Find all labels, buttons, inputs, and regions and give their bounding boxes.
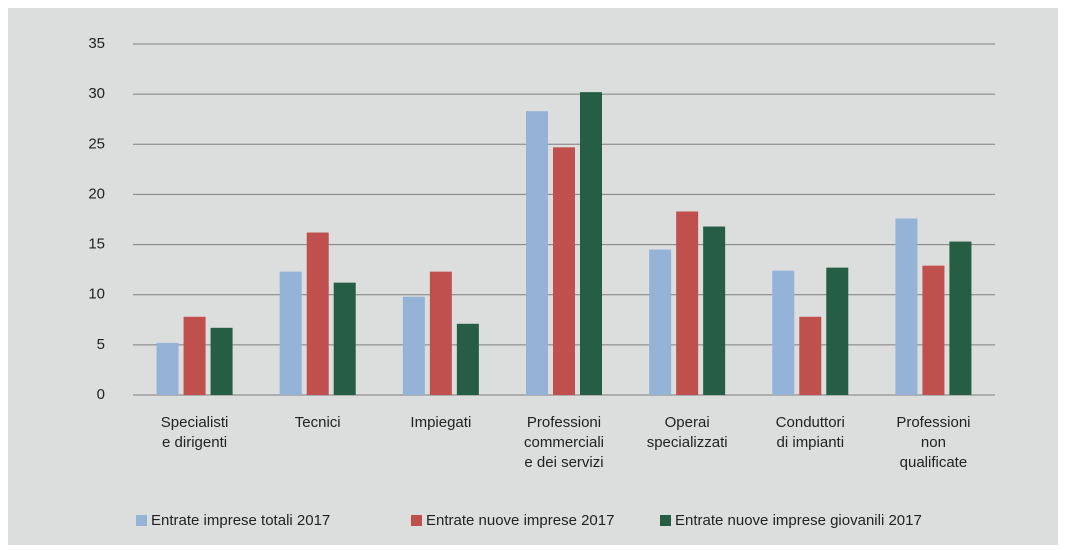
x-tick-label: Impiegati [410,414,471,431]
bar [703,226,726,395]
bar [676,211,699,395]
x-tick-label: Professioni non qualificate [896,414,970,471]
bar [649,249,672,395]
bar [429,271,452,395]
bar [306,232,329,395]
bar [183,316,206,395]
y-tick-label: 20 [88,185,105,202]
x-tick-label: Specialisti e dirigenti [161,414,229,451]
y-tick-label: 5 [97,336,105,353]
x-tick-label: Conduttori di impianti [776,414,845,451]
bar [210,327,233,395]
legend-label: Entrate imprese totali 2017 [151,512,330,529]
y-tick-label: 10 [88,286,105,303]
bar [402,296,425,395]
legend-label: Entrate nuove imprese 2017 [426,512,614,529]
bar [156,342,179,395]
bar [949,241,972,395]
bar [333,282,356,395]
x-tick-label: Operai specializzati [647,414,728,451]
y-tick-label: 25 [88,135,105,152]
bar [553,147,575,395]
bar [799,316,822,395]
bar [895,218,918,395]
legend-swatch [136,515,147,526]
bar [526,111,548,395]
legend-label: Entrate nuove imprese giovanili 2017 [675,512,922,529]
bar [772,270,795,395]
y-tick-label: 15 [88,236,105,253]
bar [922,265,945,395]
legend-swatch [411,515,422,526]
bar [580,92,602,395]
bar [456,323,479,395]
bar [279,271,302,395]
y-tick-label: 0 [97,386,105,403]
x-tick-label: Tecnici [295,414,341,431]
bar [826,267,849,395]
x-tick-label: Professioni commerciali e dei servizi [524,414,604,471]
legend-swatch [660,515,671,526]
y-tick-label: 35 [88,35,105,52]
y-tick-label: 30 [88,85,105,102]
